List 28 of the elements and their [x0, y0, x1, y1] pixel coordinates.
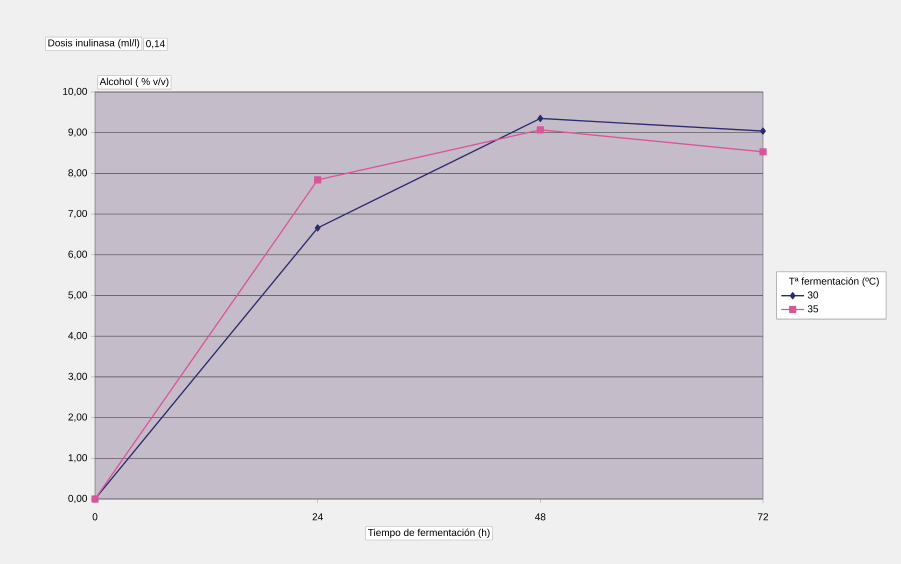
x-tick-label: 72	[758, 513, 768, 520]
point	[314, 176, 322, 184]
x-axis-title: Tiempo de fermentación (h)	[368, 528, 490, 538]
x-tick-label: 0	[92, 513, 98, 520]
y-axis-title: Alcohol ( % v/v)	[100, 78, 168, 88]
x-tick-label: 24	[312, 513, 323, 520]
legend-title: Tª fermentación (ºC)	[788, 277, 879, 287]
chart-title: Dosis inulinasa (ml/l)	[48, 39, 140, 48]
y-tick-label: 1,00	[68, 454, 88, 462]
point	[537, 114, 544, 122]
point	[760, 127, 766, 135]
text: 0,14	[146, 40, 165, 48]
legend-label: 35	[808, 305, 818, 312]
y-tick-label: 0,00	[68, 494, 88, 504]
legend-label: 30	[808, 291, 818, 299]
point	[759, 148, 767, 156]
y-tick-label: 5,00	[68, 291, 88, 300]
y-tick-label: 4,00	[68, 332, 88, 340]
y-tick-label: 3,00	[68, 372, 88, 382]
y-tick-label: 9,00	[68, 128, 88, 137]
x-tick-label: 48	[535, 513, 546, 520]
point	[314, 224, 321, 232]
y-tick-label: 2,00	[68, 413, 88, 422]
y-tick-label: 7,00	[68, 210, 88, 218]
point	[536, 126, 544, 134]
y-tick-label: 8,00	[68, 169, 88, 178]
y-tick-label: 10,00	[63, 88, 88, 96]
y-tick-label: 6,00	[68, 250, 88, 259]
